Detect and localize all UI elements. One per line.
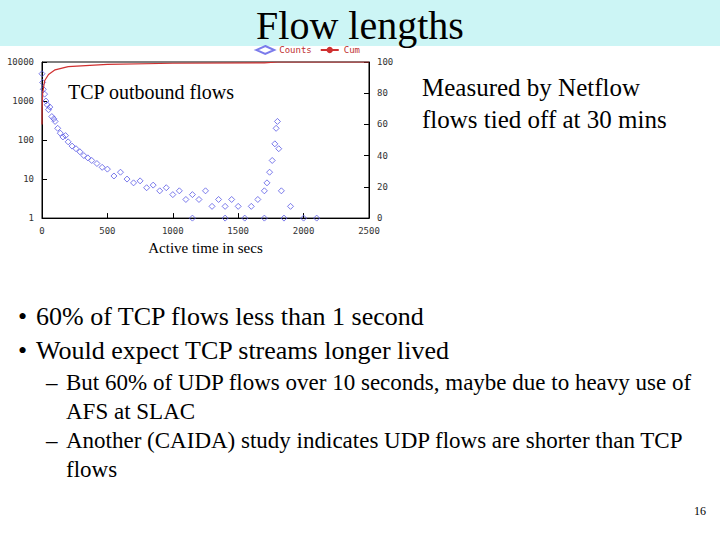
html-text:But 60% of UDP flows over 10 s: But 60% of UDP flows over 10 seconds, ma…	[66, 370, 692, 424]
svg-text:1500: 1500	[227, 226, 249, 236]
svg-text:80: 80	[377, 88, 388, 98]
svg-text:1000: 1000	[12, 96, 34, 106]
svg-text:40: 40	[377, 151, 388, 161]
svg-text:20: 20	[377, 182, 388, 192]
svg-text:500: 500	[99, 226, 115, 236]
svg-text:Cum: Cum	[344, 45, 360, 55]
svg-text:100: 100	[18, 135, 34, 145]
html-text:60% of TCP flows less than 1 s: 60% of TCP flows less than 1 second	[36, 302, 424, 331]
html-text:Would expect TCP streams longe: Would expect TCP streams longer lived	[36, 336, 450, 365]
svg-text:1000: 1000	[162, 226, 184, 236]
svg-text:2000: 2000	[293, 226, 315, 236]
svg-text:2500: 2500	[358, 226, 380, 236]
html-text:Flow lengths: Flow lengths	[256, 3, 464, 48]
svg-text:1: 1	[29, 213, 34, 223]
svg-text:Active time in secs: Active time in secs	[148, 240, 263, 256]
html-text:Measured by Netflow: Measured by Netflow	[422, 74, 640, 101]
html-text:flows tied off at 30 mins: flows tied off at 30 mins	[422, 106, 667, 133]
html-text:16: 16	[694, 504, 706, 518]
svg-text:100: 100	[377, 57, 393, 67]
svg-text:10000: 10000	[7, 57, 34, 67]
svg-text:TCP outbound flows: TCP outbound flows	[68, 81, 234, 103]
svg-text:10: 10	[23, 174, 34, 184]
svg-text:Counts: Counts	[279, 45, 312, 55]
svg-text:0: 0	[377, 213, 382, 223]
html-text:Another (CAIDA) study indicate: Another (CAIDA) study indicates UDP flow…	[66, 428, 682, 482]
svg-text:60: 60	[377, 119, 388, 129]
svg-text:0: 0	[39, 226, 44, 236]
